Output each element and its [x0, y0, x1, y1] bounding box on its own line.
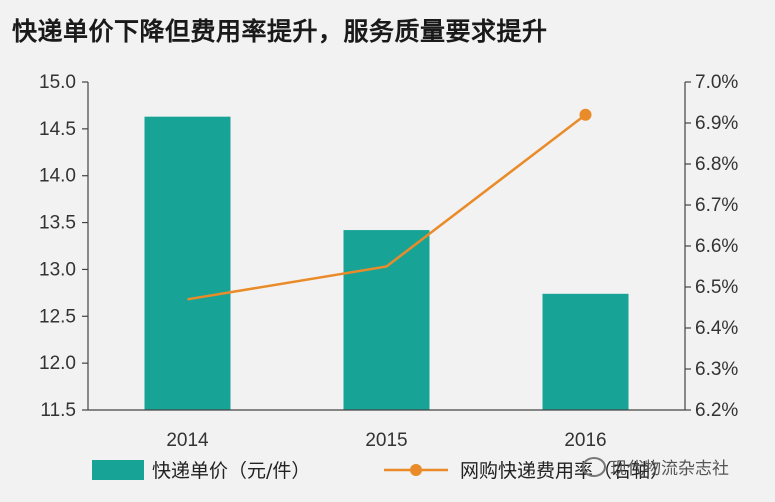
y-left-tick-label: 14.5: [39, 119, 76, 140]
bar-2016: [542, 293, 629, 410]
y-left-tick-label: 15.0: [39, 72, 76, 93]
legend-bar-label: 快递单价（元/件）: [152, 460, 310, 482]
y-left-tick-label: 12.0: [39, 353, 76, 374]
y-right-tick-label: 6.5%: [695, 277, 738, 298]
y-right-tick-label: 6.2%: [695, 400, 738, 421]
y-left-tick-label: 12.5: [39, 306, 76, 327]
x-tick-label: 2015: [365, 430, 407, 451]
y-left-tick-label: 11.5: [40, 400, 76, 421]
y-right-tick-label: 6.7%: [695, 195, 738, 216]
legend-line-marker: [410, 464, 422, 476]
y-right-tick-label: 6.9%: [695, 113, 738, 134]
y-right-tick-label: 7.0%: [695, 72, 738, 93]
axes: 11.5 12.0 12.5 13.0 13.5 14.0 14.5 15.0 6.2% 6.3%…: [39, 72, 738, 451]
wechat-icon: [582, 456, 606, 477]
line-series: [187, 108, 592, 301]
bar-2015: [343, 230, 430, 410]
line-point-2016: [579, 108, 592, 121]
watermark: 现代物流杂志社: [582, 454, 729, 479]
y-left-tick-label: 14.0: [39, 166, 76, 187]
bar-series: [144, 116, 629, 410]
bar-2014: [144, 116, 231, 410]
legend-bar-swatch: [92, 460, 144, 480]
legend-line-label: 网购快递费用率（右轴）: [460, 460, 669, 482]
chart-title: 快递单价下降但费用率提升，服务质量要求提升: [12, 17, 548, 46]
y-right-tick-label: 6.4%: [695, 318, 738, 339]
legend: 快递单价（元/件） 网购快递费用率（右轴）: [92, 460, 669, 482]
y-right-tick-label: 6.3%: [695, 359, 738, 380]
x-tick-label: 2014: [166, 430, 209, 451]
y-left-tick-label: 13.0: [39, 259, 76, 280]
y-right-tick-label: 6.8%: [695, 154, 738, 175]
line-path: [187, 113, 587, 301]
x-tick-label: 2016: [564, 430, 606, 451]
y-right-tick-label: 6.6%: [695, 236, 738, 257]
watermark-text: 现代物流杂志社: [610, 459, 729, 479]
y-left-tick-label: 13.5: [39, 213, 76, 234]
